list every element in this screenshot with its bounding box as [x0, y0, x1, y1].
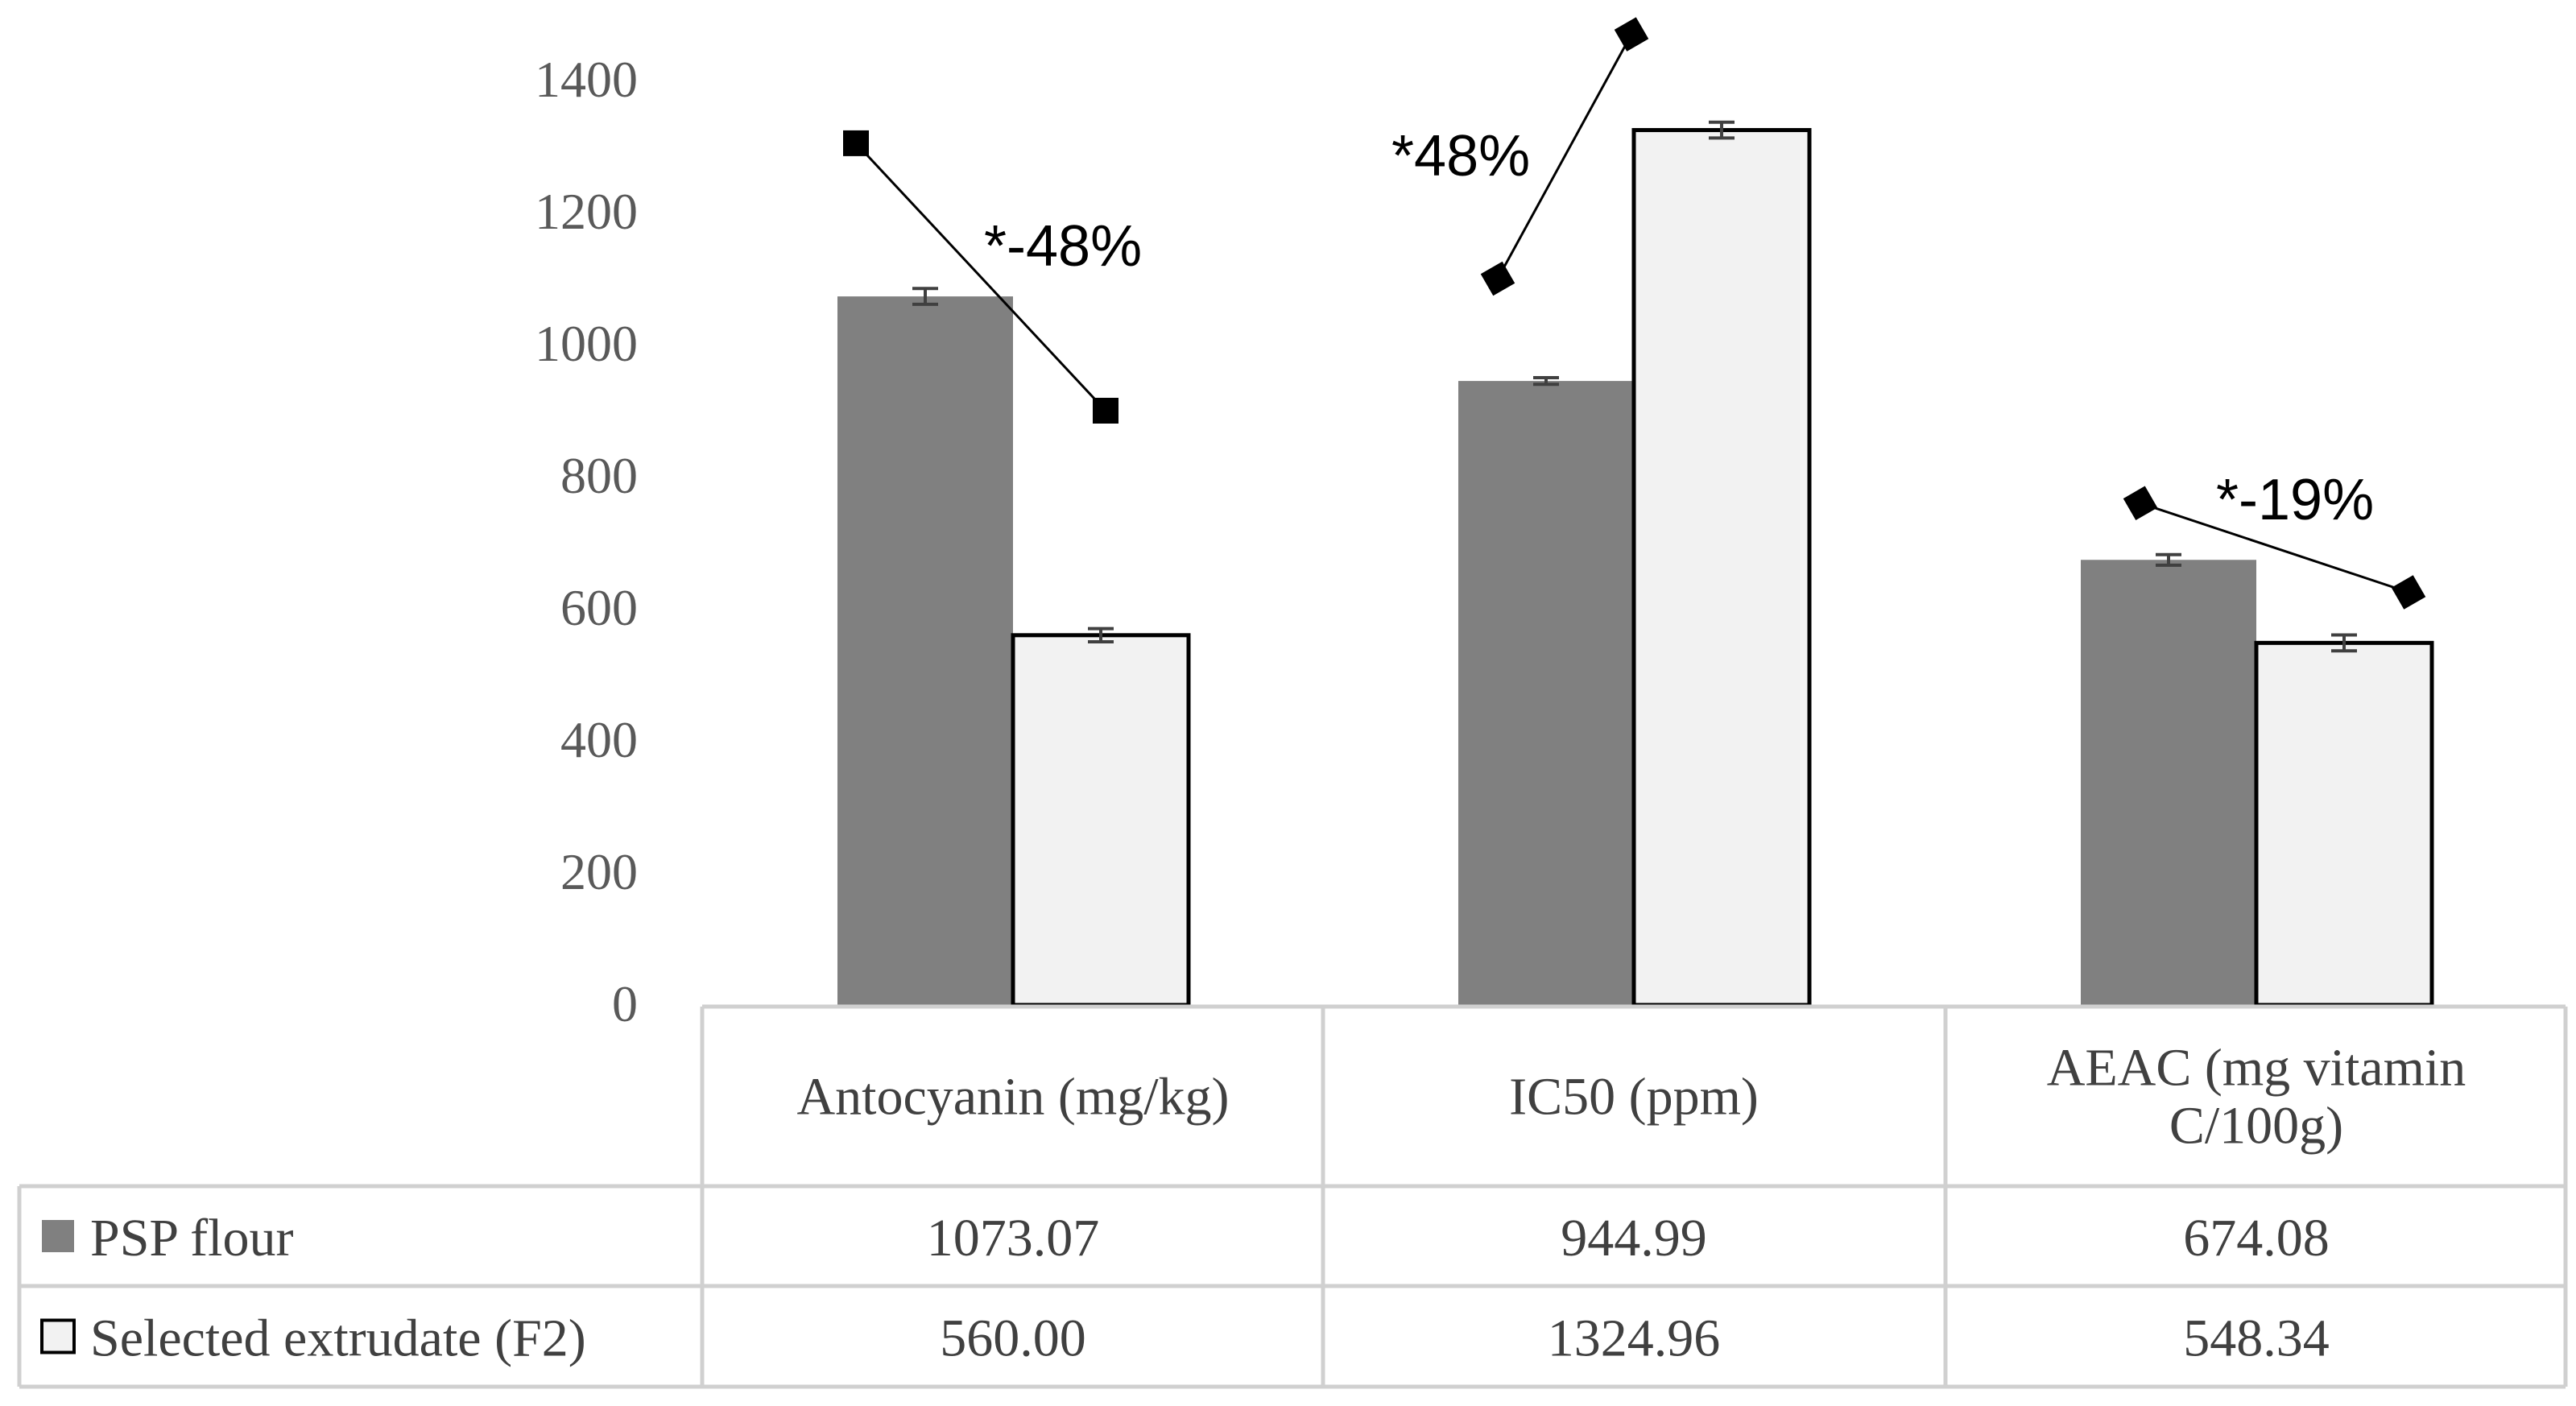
- annotation-label-1: *48%: [1391, 124, 1530, 188]
- annotation-line-1: [1496, 33, 1633, 279]
- y-tick-label-0: 0: [612, 975, 638, 1032]
- annotation-marker-2-0: [2123, 486, 2158, 521]
- annotation-0: *-48%: [843, 130, 1142, 424]
- bar-selected-extrudate-1: [1631, 128, 1812, 1007]
- legend-label-selected-extrudate: Selected extrudate (F2): [90, 1309, 586, 1368]
- annotation-line-0: [854, 142, 1107, 412]
- annotation-marker-2-1: [2391, 575, 2426, 610]
- category-label-1: IC50 (ppm): [1509, 1068, 1759, 1127]
- error-bar-0-1: [1533, 376, 1559, 387]
- annotation-label-2: *-19%: [2216, 468, 2374, 532]
- y-tick-label-600: 600: [560, 579, 638, 636]
- data-label-1-1: 1324.96: [1548, 1309, 1721, 1368]
- annotation-marker-1-0: [1480, 261, 1515, 296]
- annotation-marker-1-1: [1614, 17, 1649, 52]
- annotation-marker-0-1: [1093, 398, 1118, 424]
- bar-selected-extrudate-0: [1011, 633, 1191, 1007]
- data-label-1-2: 548.34: [2183, 1309, 2330, 1368]
- error-bar-0-0: [912, 287, 938, 306]
- error-bar-0-2: [2156, 552, 2181, 567]
- error-bar-1-0: [1088, 626, 1114, 643]
- annotation-marker-0-0: [843, 130, 869, 156]
- bar-psp-flour-1: [1458, 381, 1634, 1006]
- annotation-2: *-19%: [2123, 468, 2426, 610]
- category-label-2-line-0: AEAC (mg vitamin: [2047, 1039, 2466, 1098]
- y-tick-label-200: 200: [560, 843, 638, 900]
- data-label-0-0: 1073.07: [927, 1209, 1100, 1267]
- bar-psp-flour-0: [837, 296, 1013, 1005]
- category-label-0: Antocyanin (mg/kg): [796, 1068, 1229, 1127]
- y-tick-label-1000: 1000: [535, 315, 638, 372]
- bar-selected-extrudate-2: [2254, 640, 2434, 1007]
- data-label-0-2: 674.08: [2183, 1209, 2330, 1267]
- legend-label-psp-flour: PSP flour: [90, 1209, 293, 1267]
- bar-psp-flour-2: [2081, 560, 2256, 1005]
- y-tick-label-1200: 1200: [535, 183, 638, 240]
- y-tick-label-1400: 1400: [535, 51, 638, 108]
- error-bar-1-1: [1709, 120, 1735, 140]
- legend-swatch-psp-flour: [42, 1220, 74, 1252]
- y-tick-label-800: 800: [560, 447, 638, 504]
- category-label-2-line-1: C/100g): [2169, 1097, 2343, 1156]
- annotation-line-2: [2140, 502, 2409, 593]
- y-tick-label-400: 400: [560, 711, 638, 768]
- data-label-0-1: 944.99: [1561, 1209, 1707, 1267]
- annotation-1: *48%: [1391, 17, 1649, 296]
- data-label-1-0: 560.00: [940, 1309, 1086, 1368]
- error-bar-1-2: [2331, 633, 2357, 653]
- legend-swatch-selected-extrudate: [40, 1318, 76, 1354]
- annotation-label-0: *-48%: [984, 214, 1142, 279]
